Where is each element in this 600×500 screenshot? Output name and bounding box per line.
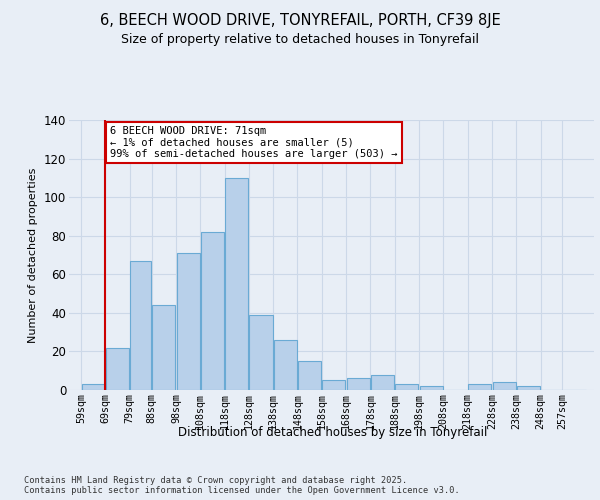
Bar: [152, 305, 175, 390]
Bar: [395, 384, 418, 390]
Bar: [106, 348, 129, 390]
Bar: [201, 232, 224, 390]
Bar: [419, 386, 443, 390]
Text: Size of property relative to detached houses in Tonyrefail: Size of property relative to detached ho…: [121, 34, 479, 46]
Bar: [274, 340, 297, 390]
Y-axis label: Number of detached properties: Number of detached properties: [28, 168, 38, 342]
Bar: [298, 361, 321, 390]
Bar: [347, 378, 370, 390]
Bar: [517, 386, 540, 390]
Text: Distribution of detached houses by size in Tonyrefail: Distribution of detached houses by size …: [178, 426, 488, 439]
Text: 6 BEECH WOOD DRIVE: 71sqm
← 1% of detached houses are smaller (5)
99% of semi-de: 6 BEECH WOOD DRIVE: 71sqm ← 1% of detach…: [110, 126, 398, 159]
Bar: [250, 315, 272, 390]
Text: 6, BEECH WOOD DRIVE, TONYREFAIL, PORTH, CF39 8JE: 6, BEECH WOOD DRIVE, TONYREFAIL, PORTH, …: [100, 12, 500, 28]
Bar: [130, 261, 151, 390]
Bar: [176, 253, 200, 390]
Text: Contains HM Land Registry data © Crown copyright and database right 2025.
Contai: Contains HM Land Registry data © Crown c…: [24, 476, 460, 495]
Bar: [468, 384, 491, 390]
Bar: [82, 384, 105, 390]
Bar: [371, 374, 394, 390]
Bar: [322, 380, 346, 390]
Bar: [493, 382, 515, 390]
Bar: [225, 178, 248, 390]
